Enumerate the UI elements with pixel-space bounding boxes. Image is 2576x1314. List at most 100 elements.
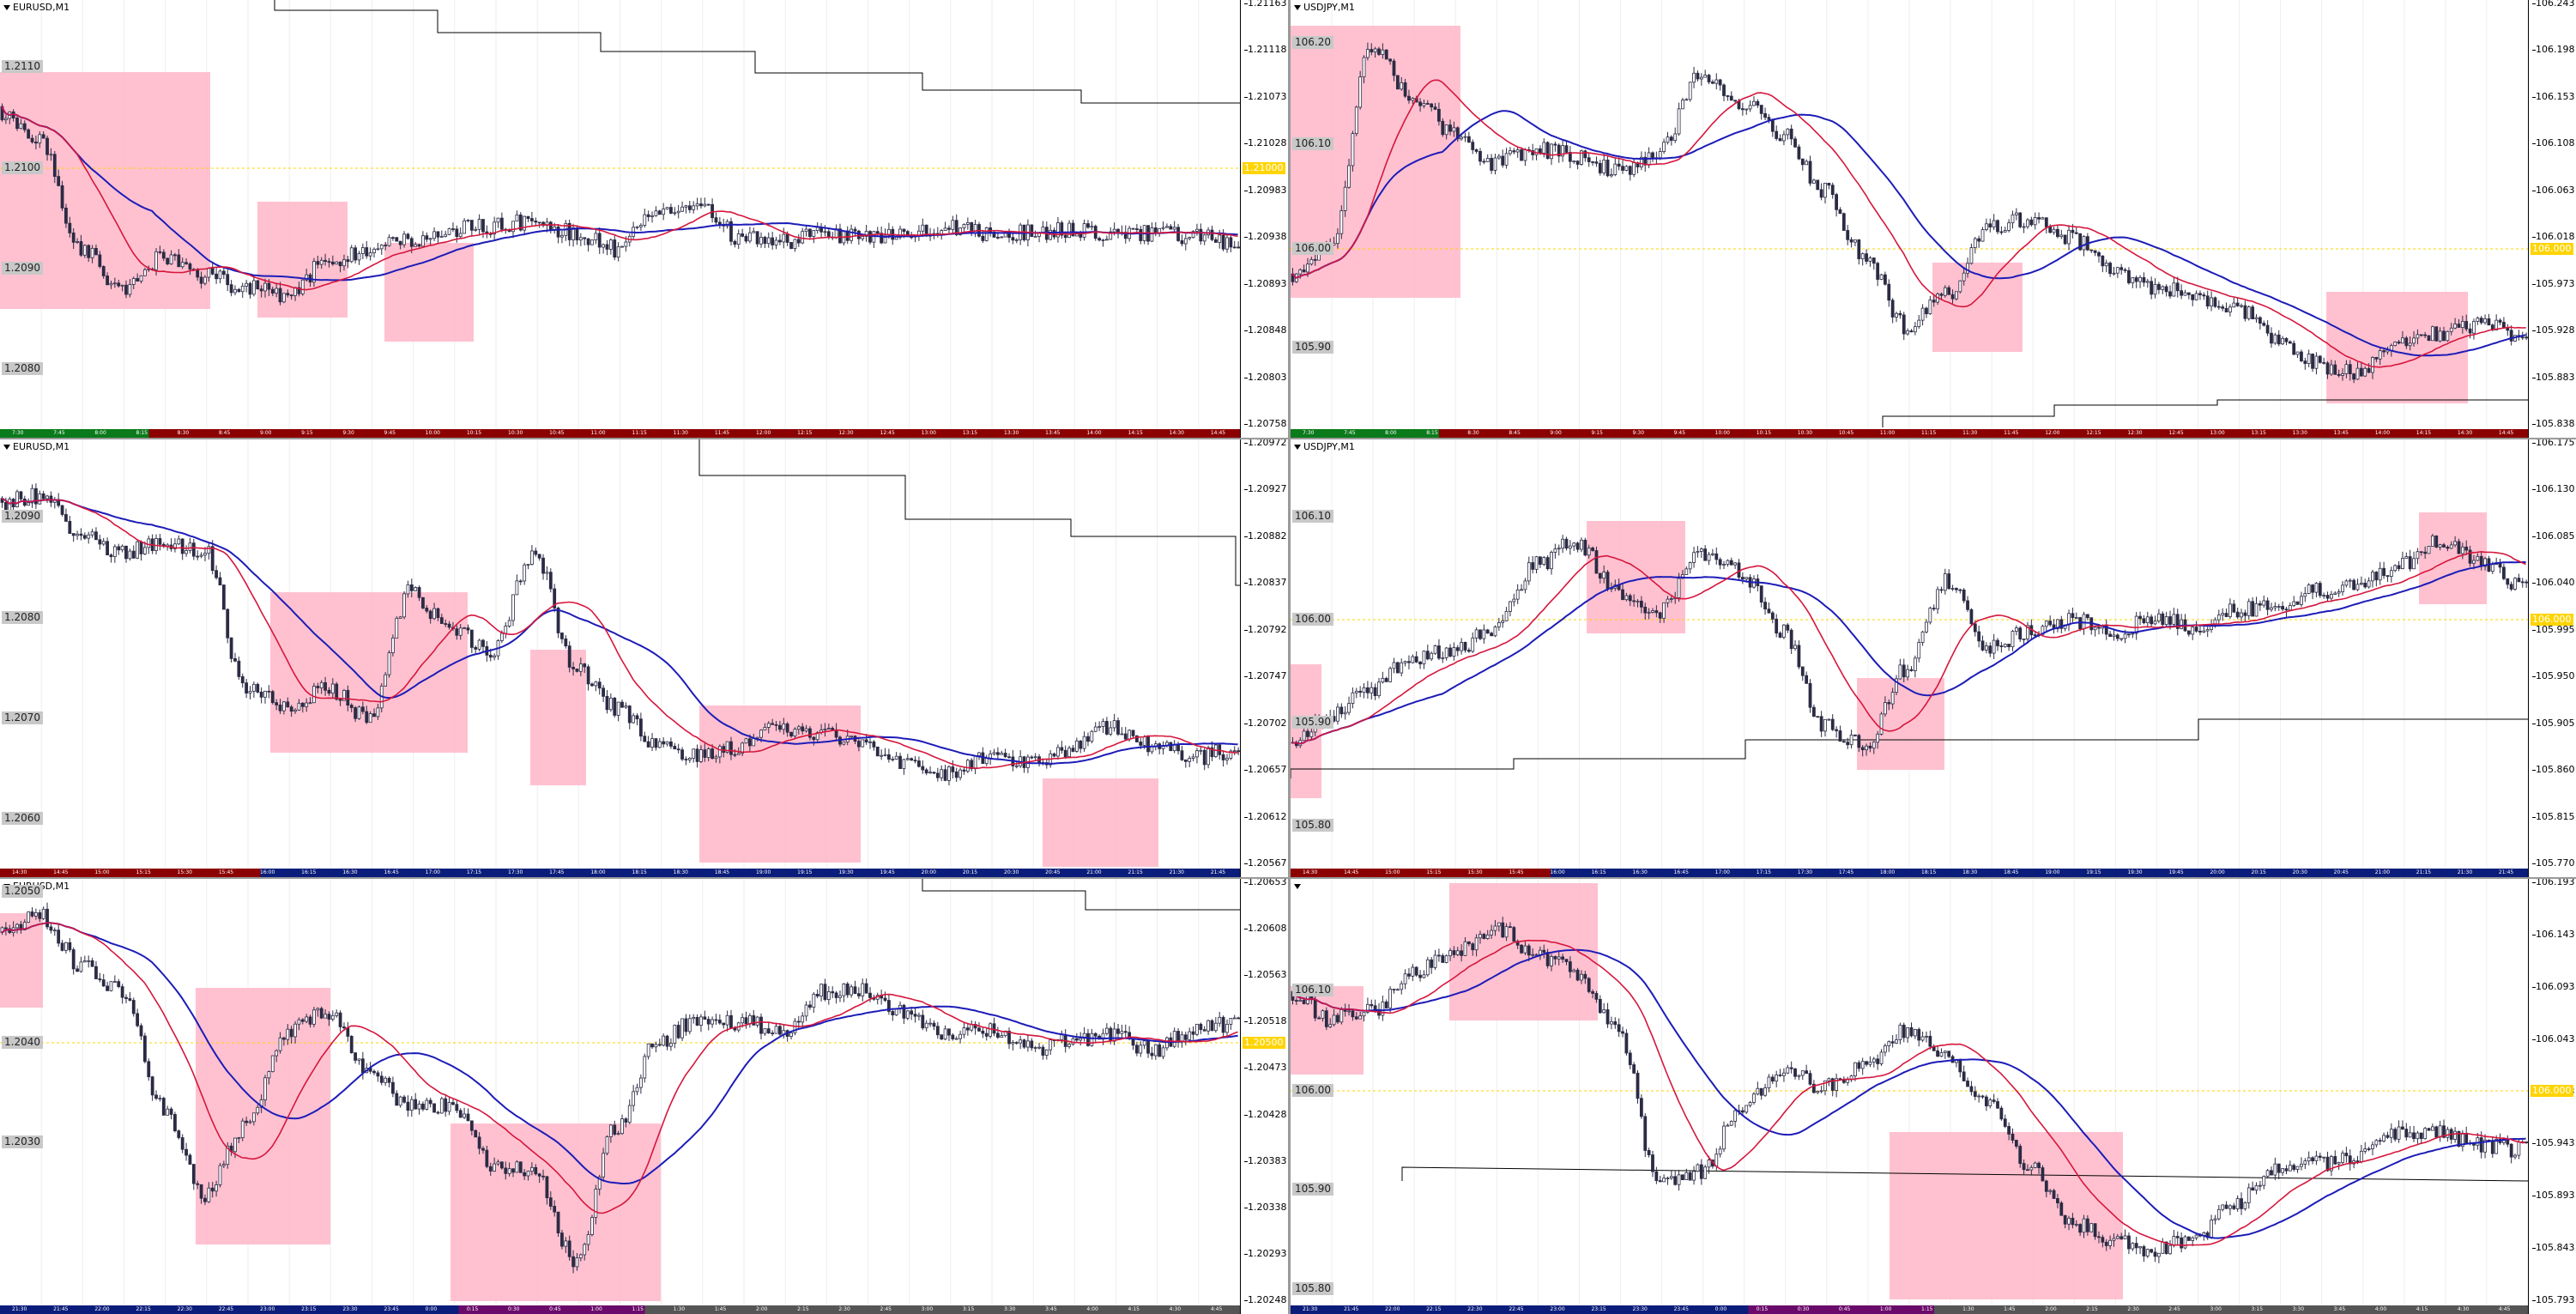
axis-tick-label: 106.143 — [2532, 928, 2575, 940]
time-tick-label: 14:45 — [53, 869, 69, 875]
price-axis[interactable]: 106.243 106.198 106.153 106.108 106.063 106.0… — [2528, 0, 2576, 438]
time-axis[interactable]: 7:30 7:45 8:00 8:15 8:30 8:45 9:00 9:15 9:30 9:45… — [1291, 429, 2528, 438]
axis-tick-label: 106.108 — [2532, 137, 2575, 149]
time-tick-label: 3:45 — [2333, 1306, 2346, 1312]
axis-tick-label: 105.893 — [2532, 1190, 2575, 1202]
chart-panel-usdjpy-1[interactable]: USDJPY,M1 106.243 106.198 106.153 106.108 10… — [1291, 0, 2576, 438]
time-tick-label: 23:00 — [260, 1306, 275, 1312]
price-plot[interactable] — [1291, 879, 2528, 1305]
price-level-label: 1.2030 — [2, 1135, 43, 1148]
time-tick-label: 8:00 — [94, 430, 106, 436]
time-tick-label: 22:15 — [136, 1306, 151, 1312]
menu-triangle-icon[interactable] — [1294, 445, 1301, 450]
time-axis[interactable]: 7:30 7:45 8:00 8:15 8:30 8:45 9:00 9:15 9:30 9:45… — [0, 429, 1240, 438]
time-tick-label: 19:45 — [2168, 869, 2184, 875]
time-tick-label: 0:00 — [1714, 1306, 1727, 1312]
time-axis[interactable]: 21:30 21:45 22:00 22:15 22:30 22:45 23:00 23:15… — [0, 1305, 1240, 1314]
time-tick-label: 18:00 — [590, 869, 606, 875]
chart-panel-usdjpy-3[interactable]: 106.193106.143106.093106.043105.993105.9… — [1291, 879, 2576, 1314]
time-tick-label: 20:00 — [921, 869, 936, 875]
pane-splitter-vertical[interactable] — [1288, 0, 1291, 1314]
menu-triangle-icon[interactable] — [3, 445, 10, 450]
price-level-label: 106.00 — [1292, 1084, 1333, 1097]
time-tick-label: 10:30 — [508, 430, 523, 436]
price-axis[interactable]: 106.175 106.130 106.085 106.040 105.995 105.9… — [2528, 439, 2576, 877]
time-tick-label: 19:15 — [2086, 869, 2101, 875]
time-tick-label: 13:00 — [921, 430, 936, 436]
level-price-tag: 1.20500 — [1243, 1037, 1285, 1049]
time-tick-label: 22:45 — [1509, 1306, 1524, 1312]
time-tick-label: 21:45 — [2498, 869, 2514, 875]
time-tick-label: 22:15 — [1426, 1306, 1442, 1312]
time-tick-label: 16:30 — [342, 869, 358, 875]
menu-triangle-icon[interactable] — [1294, 884, 1301, 889]
price-level-label: 106.00 — [1292, 613, 1333, 626]
axis-tick-label: 105.883 — [2532, 371, 2575, 383]
moving-average-blue — [1291, 561, 2526, 745]
menu-triangle-icon[interactable] — [1294, 5, 1301, 10]
price-plot[interactable] — [1291, 0, 2528, 429]
time-tick-label: 14:30 — [1169, 430, 1184, 436]
axis-tick-label: 1.21028 — [1244, 137, 1287, 149]
time-tick-label: 0:45 — [549, 1306, 561, 1312]
time-tick-label: 23:15 — [301, 1306, 317, 1312]
time-tick-label: 10:15 — [466, 430, 482, 436]
pane-splitter-horizontal[interactable] — [0, 877, 2576, 879]
price-axis[interactable]: 1.20653 1.20608 1.20563 1.20518 1.20473 1.204… — [1240, 879, 1288, 1314]
axis-tick-label: 105.793 — [2532, 1294, 2575, 1305]
time-tick-label: 13:15 — [962, 430, 978, 436]
axis-tick-label: 105.995 — [2532, 623, 2575, 635]
chart-panel-eurusd-2[interactable]: EURUSD,M1 1.20972 1.20927 1.20882 1.20837 1.… — [0, 439, 1288, 877]
price-plot[interactable] — [0, 879, 1240, 1305]
highlight-zone — [257, 202, 348, 318]
stepped-indicator-line — [1882, 399, 2528, 427]
time-tick-label: 21:30 — [1169, 869, 1184, 875]
time-tick-label: 11:30 — [673, 430, 688, 436]
pane-splitter-horizontal[interactable] — [0, 438, 2576, 439]
price-axis[interactable]: 106.193106.143106.093106.043105.993105.9… — [2528, 879, 2576, 1314]
price-level-label: 106.10 — [1292, 137, 1333, 150]
time-tick-label: 10:00 — [1714, 430, 1730, 436]
time-tick-label: 2:15 — [2086, 1306, 2098, 1312]
chart-panel-usdjpy-2[interactable]: USDJPY,M1 106.175 106.130 106.085 106.040 10… — [1291, 439, 2576, 877]
chart-panel-eurusd-3[interactable]: EURUSD,M1 1.206531.206081.205631.205181.… — [0, 879, 1288, 1314]
time-tick-label: 9:15 — [301, 430, 313, 436]
menu-triangle-icon[interactable] — [3, 5, 10, 10]
time-tick-label: 3:00 — [921, 1306, 934, 1312]
time-tick-label: 12:30 — [838, 430, 854, 436]
axis-tick-label: 105.770 — [2532, 857, 2575, 869]
axis-tick-label: 1.20248 — [1244, 1294, 1287, 1305]
time-tick-label: 15:45 — [218, 869, 234, 875]
highlight-zone — [384, 243, 474, 342]
axis-tick-label: 105.928 — [2532, 324, 2575, 336]
time-tick-label: 14:15 — [1128, 430, 1143, 436]
price-plot[interactable] — [0, 439, 1240, 869]
moving-average-red — [1291, 550, 2526, 745]
time-tick-label: 2:30 — [838, 1306, 850, 1312]
time-tick-label: 11:45 — [2004, 430, 2019, 436]
chart-panel-eurusd-1[interactable]: EURUSD,M1 1.21163 1.21118 1.21073 1.21028 1.… — [0, 0, 1288, 438]
time-tick-label: 17:45 — [549, 869, 565, 875]
time-tick-label: 22:00 — [94, 1306, 110, 1312]
time-tick-label: 20:15 — [962, 869, 978, 875]
price-axis[interactable]: 1.21163 1.21118 1.21073 1.21028 1.20983 1.209… — [1240, 0, 1288, 438]
highlight-zone — [1291, 26, 1460, 298]
time-tick-label: 9:00 — [260, 430, 272, 436]
time-axis[interactable]: 21:30 21:45 22:00 22:15 22:30 22:45 23:00 23:15… — [1291, 1305, 2528, 1314]
time-axis[interactable]: 14:30 14:45 15:00 15:15 15:30 15:45 16:00 16:15… — [1291, 869, 2528, 877]
time-tick-label: 10:45 — [549, 430, 565, 436]
price-plot[interactable] — [0, 0, 1240, 429]
time-tick-label: 22:45 — [218, 1306, 234, 1312]
moving-average-blue — [1, 497, 1238, 765]
axis-tick-label: 106.243 — [2532, 0, 2575, 9]
time-tick-label: 19:45 — [880, 869, 895, 875]
price-plot[interactable] — [1291, 439, 2528, 869]
symbol-title: EURUSD,M1 — [3, 3, 70, 13]
time-axis[interactable]: 14:30 14:45 15:00 15:15 15:30 15:45 16:00 16:15… — [0, 869, 1240, 877]
time-tick-label: 4:15 — [1128, 1306, 1140, 1312]
time-tick-label: 4:30 — [2457, 1306, 2470, 1312]
time-tick-label: 17:00 — [1714, 869, 1730, 875]
price-axis[interactable]: 1.20972 1.20927 1.20882 1.20837 1.20792 1.207… — [1240, 439, 1288, 877]
price-level-label: 105.80 — [1292, 1282, 1333, 1295]
time-tick-label: 14:00 — [2374, 430, 2391, 436]
